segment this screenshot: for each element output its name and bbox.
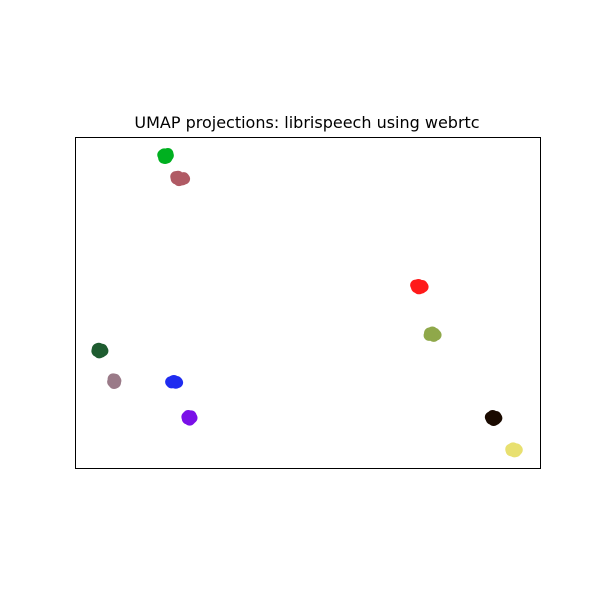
point-5-8 (93, 347, 105, 359)
point-7-8 (168, 375, 180, 387)
point-2-8 (173, 175, 185, 187)
series-4 (423, 326, 442, 342)
points-layer (91, 148, 523, 458)
series-10 (505, 442, 523, 458)
series-6 (107, 373, 122, 390)
point-3-8 (413, 283, 425, 295)
point-10-8 (508, 446, 520, 458)
plot-frame (75, 137, 541, 469)
series-8 (181, 410, 198, 426)
series-3 (410, 279, 429, 295)
series-2 (170, 170, 191, 187)
point-1-8 (158, 152, 170, 164)
point-9-8 (488, 414, 500, 426)
series-9 (484, 410, 503, 426)
series-7 (165, 375, 184, 389)
point-4-8 (426, 326, 438, 338)
chart-title: UMAP projections: librispeech using webr… (134, 113, 479, 132)
point-8-8 (184, 414, 196, 426)
point-6-8 (108, 378, 120, 390)
series-1 (157, 148, 174, 164)
series-5 (91, 342, 109, 359)
